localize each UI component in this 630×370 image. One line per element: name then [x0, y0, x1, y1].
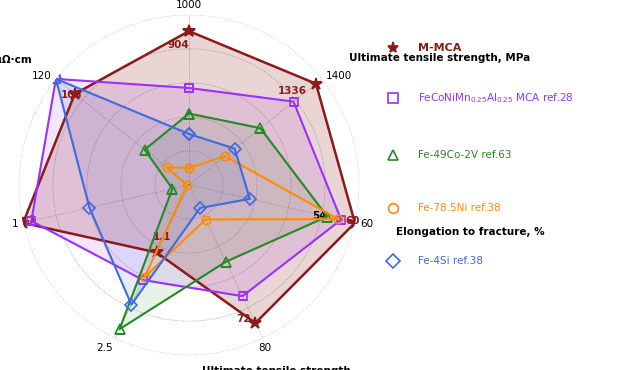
- Polygon shape: [56, 79, 250, 305]
- Text: 72: 72: [236, 314, 251, 324]
- Text: 120: 120: [32, 71, 52, 81]
- Text: Ultimate tensile strength, MPa: Ultimate tensile strength, MPa: [348, 53, 530, 63]
- Text: Electrical resistivity, μΩ·cm: Electrical resistivity, μΩ·cm: [0, 55, 32, 65]
- Text: 1400: 1400: [326, 71, 352, 81]
- Text: 103: 103: [61, 90, 83, 100]
- Text: 80: 80: [258, 343, 272, 353]
- Text: 54: 54: [312, 211, 327, 221]
- Text: 60: 60: [345, 216, 360, 226]
- Text: Elongation to fracture, %: Elongation to fracture, %: [396, 227, 545, 237]
- Text: 1: 1: [29, 215, 37, 225]
- Text: 904: 904: [167, 40, 189, 50]
- Text: 1336: 1336: [278, 86, 307, 96]
- Text: 1.1: 1.1: [152, 232, 171, 242]
- Text: 60: 60: [360, 219, 373, 229]
- Polygon shape: [120, 114, 327, 329]
- Text: 2.5: 2.5: [96, 343, 113, 353]
- Polygon shape: [32, 79, 341, 296]
- Text: 1: 1: [11, 219, 18, 229]
- Text: Fe-78.5Ni ref.38: Fe-78.5Ni ref.38: [418, 203, 501, 213]
- Text: 1000: 1000: [176, 0, 202, 10]
- Text: FeCoNiMn$_{0.25}$Al$_{0.25}$ MCA ref.28: FeCoNiMn$_{0.25}$Al$_{0.25}$ MCA ref.28: [418, 91, 574, 105]
- Text: M-MCA: M-MCA: [418, 43, 462, 53]
- Polygon shape: [23, 31, 355, 323]
- Text: Ultimate tensile strength
× elongation at fracture, GPa%: Ultimate tensile strength × elongation a…: [184, 366, 368, 370]
- Text: Fe-49Co-2V ref.63: Fe-49Co-2V ref.63: [418, 149, 512, 160]
- Text: Fe-4Si ref.38: Fe-4Si ref.38: [418, 256, 483, 266]
